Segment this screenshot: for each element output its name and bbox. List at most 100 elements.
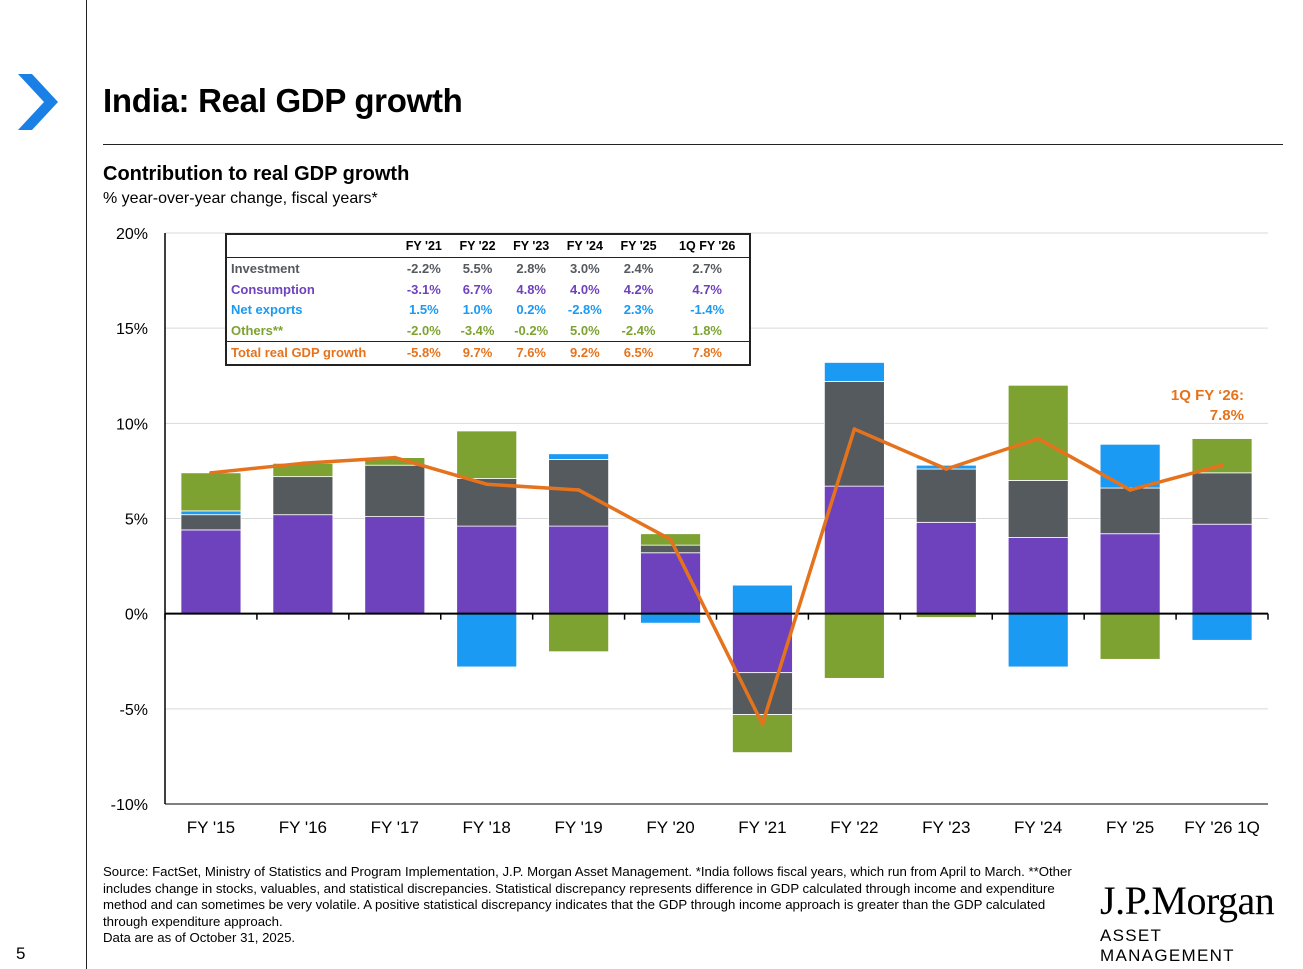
table-cell: 7.8% — [665, 341, 749, 363]
x-tick-label: FY '25 — [1106, 818, 1154, 837]
table-cell: 2.8% — [516, 260, 546, 276]
total-gdp-point — [1128, 488, 1132, 492]
x-tick-label: FY '20 — [646, 818, 694, 837]
total-gdp-point — [209, 471, 213, 475]
bar-investment — [1191, 472, 1253, 525]
table-cell: -2.0% — [406, 323, 441, 339]
table-row-label: Others** — [231, 323, 284, 339]
table-header-cell: 1Q FY '26 — [665, 235, 749, 258]
page-number: 5 — [16, 944, 26, 963]
bar-investment — [915, 468, 977, 523]
page-title: India: Real GDP growth — [103, 82, 463, 119]
bar-consumption — [548, 525, 610, 615]
bar-others — [1099, 613, 1161, 660]
total-gdp-point — [852, 427, 857, 431]
table-cell: 1.0% — [462, 302, 493, 318]
total-gdp-point — [576, 488, 581, 492]
bar-net-exports — [1099, 443, 1161, 489]
bar-others — [180, 472, 242, 512]
table-cell: 4.0% — [570, 281, 600, 297]
bar-investment — [640, 544, 701, 554]
bar-investment — [1007, 480, 1069, 538]
total-gdp-point — [301, 461, 305, 466]
table-row-label: Investment — [231, 260, 300, 276]
bar-net-exports — [823, 362, 885, 382]
y-tick-label: 15% — [116, 321, 148, 338]
table-header-cell: FY '25 — [611, 235, 666, 258]
table-cell: 1.8% — [692, 323, 722, 339]
table-row: Consumption -3.1% 6.7% 4.8% 4.0% 4.2% 4.7% — [227, 279, 749, 300]
table-cell: -2.8% — [567, 302, 602, 318]
bar-others — [456, 430, 518, 479]
table-cell: 2.3% — [623, 302, 654, 318]
bar-investment — [364, 464, 426, 517]
table-row-label: Total real GDP growth — [227, 341, 397, 363]
bar-consumption — [1099, 533, 1161, 615]
table-cell: 6.5% — [611, 341, 666, 363]
bar-consumption — [1007, 537, 1069, 615]
bar-net-exports — [1007, 613, 1069, 668]
y-tick-label: -10% — [111, 797, 148, 814]
bar-investment — [548, 459, 610, 527]
bar-net-exports — [640, 613, 701, 624]
table-cell: 6.7% — [462, 281, 493, 297]
bar-net-exports — [180, 510, 242, 516]
x-tick-label: FY '16 — [279, 818, 327, 837]
x-tick-label: FY '18 — [463, 818, 511, 837]
bar-net-exports — [548, 453, 610, 460]
table-cell: -2.2% — [406, 260, 441, 276]
bar-consumption — [364, 516, 426, 615]
bar-net-exports — [1191, 613, 1253, 641]
chevron-right-icon — [18, 74, 58, 130]
annotation-value: 7.8% — [1209, 407, 1244, 424]
table-cell: 3.0% — [570, 260, 600, 276]
contribution-data-table: FY '21 FY '22 FY '23 FY '24 FY '25 1Q FY… — [225, 233, 751, 366]
annotation-label: 1Q FY ‘26: — [1170, 387, 1244, 404]
latest-quarter-annotation: 1Q FY ‘26: 7.8% — [1140, 386, 1244, 426]
y-tick-label: 5% — [125, 512, 148, 529]
y-tick-label: 0% — [125, 607, 148, 624]
table-cell: 5.0% — [570, 323, 600, 339]
footnote-text: Source: FactSet, Ministry of Statistics … — [103, 864, 1072, 929]
table-cell: 0.2% — [516, 302, 546, 318]
table-cell: 5.5% — [462, 260, 493, 276]
table-header-cell: FY '21 — [397, 235, 451, 258]
x-tick-label: FY '19 — [554, 818, 602, 837]
bar-investment — [272, 476, 334, 516]
bar-consumption — [272, 514, 334, 615]
y-tick-label: -5% — [120, 702, 148, 719]
x-tick-label: FY '22 — [830, 818, 878, 837]
total-gdp-growth-line — [210, 427, 1223, 726]
total-gdp-point — [944, 467, 949, 471]
bar-consumption — [915, 521, 977, 615]
table-row-label: Consumption — [231, 281, 315, 297]
bar-net-exports — [456, 613, 518, 668]
table-header-row: FY '21 FY '22 FY '23 FY '24 FY '25 1Q FY… — [227, 235, 749, 258]
table-row-label: Net exports — [231, 302, 303, 318]
total-gdp-point — [484, 482, 489, 487]
table-cell: 1.5% — [409, 302, 439, 318]
total-gdp-point — [1036, 436, 1041, 441]
total-gdp-point — [392, 455, 397, 460]
y-tick-label: 20% — [116, 226, 148, 243]
table-row: Net exports 1.5% 1.0% 0.2% -2.8% 2.3% -1.4% — [227, 300, 749, 321]
y-tick-label: 10% — [116, 416, 148, 433]
table-header-blank — [227, 235, 397, 258]
table-cell: -1.4% — [690, 302, 725, 318]
table-cell: 9.7% — [450, 341, 505, 363]
bar-investment — [1099, 487, 1161, 535]
table-cell: 4.2% — [623, 281, 654, 297]
table-header-cell: FY '23 — [504, 235, 559, 258]
x-tick-label: FY '23 — [922, 818, 970, 837]
bar-consumption — [823, 485, 885, 615]
table-cell: -3.1% — [406, 281, 441, 297]
x-tick-label: FY '15 — [187, 818, 235, 837]
chart-subtitle: % year-over-year change, fiscal years* — [103, 190, 378, 207]
table-cell: -0.2% — [514, 323, 549, 339]
table-row: Total real GDP growth -5.8% 9.7% 7.6% 9.2% 6.… — [227, 341, 749, 363]
table-cell: 2.4% — [623, 260, 654, 276]
left-divider-line — [86, 0, 87, 969]
jpmorgan-logo: J.P.Morgan ASSET MANAGEMENT — [1100, 878, 1285, 966]
table-cell: 4.7% — [692, 281, 722, 297]
table-cell: -5.8% — [397, 341, 451, 363]
